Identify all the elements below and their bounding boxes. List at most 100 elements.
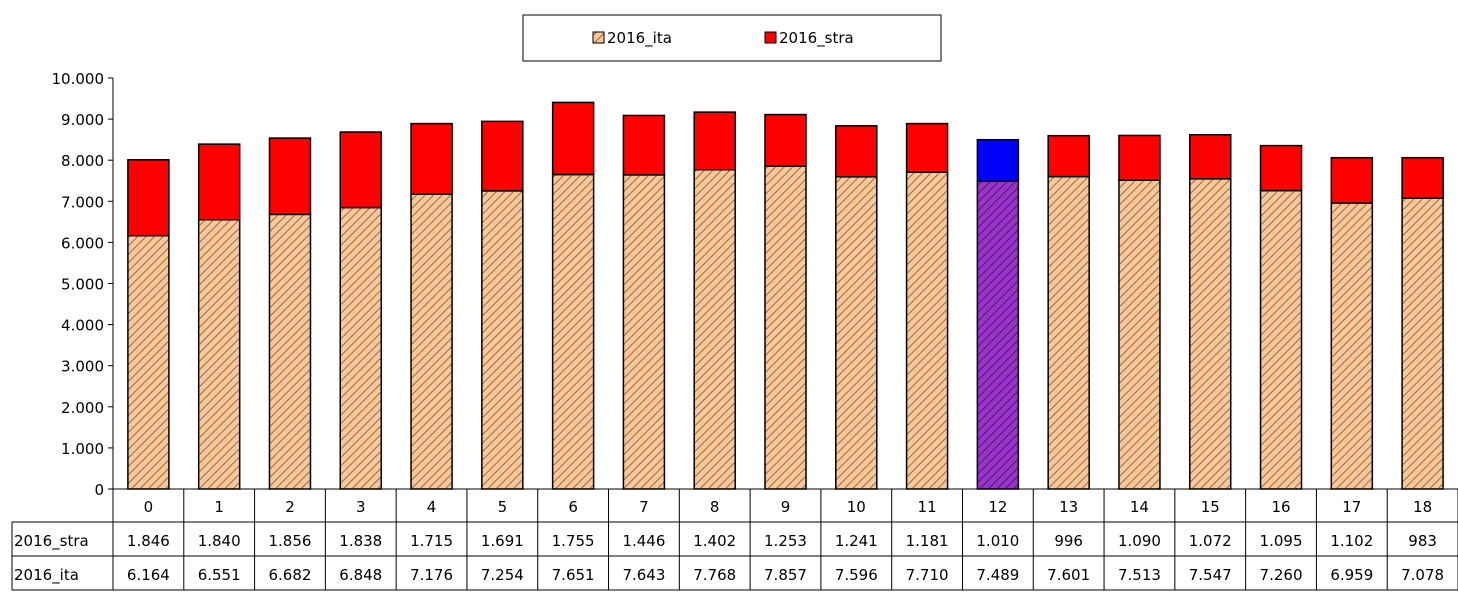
bar-2016-stra xyxy=(764,113,807,167)
y-tick-label: 3.000 xyxy=(61,358,104,376)
x-category-label: 14 xyxy=(1130,498,1149,516)
y-tick-label: 1.000 xyxy=(61,440,104,458)
bar-2016-stra xyxy=(268,137,312,216)
table-cell-2016-stra: 1.102 xyxy=(1330,532,1373,550)
table-cell-2016-ita: 7.513 xyxy=(1118,566,1161,584)
y-tick-label: 10.000 xyxy=(52,70,105,88)
x-category-label: 4 xyxy=(427,498,437,516)
y-tick-label: 0 xyxy=(94,481,104,499)
table-cell-2016-ita: 7.857 xyxy=(764,566,807,584)
table-cell-2016-ita: 7.260 xyxy=(1260,566,1303,584)
table-cell-2016-ita: 6.848 xyxy=(339,566,382,584)
table-row-label: 2016_ita xyxy=(14,566,79,585)
table-cell-2016-ita: 7.768 xyxy=(693,566,736,584)
bar-2016-stra xyxy=(622,114,666,176)
table-cell-2016-stra: 1.181 xyxy=(906,532,949,550)
y-axis: 0 1.000 2.000 3.000 4.000 5.000 6.000 7.000 8.00… xyxy=(52,70,114,499)
table-cell-2016-stra: 1.715 xyxy=(410,532,453,550)
table-cell-2016-ita: 7.651 xyxy=(552,566,595,584)
table-cell-2016-ita: 7.643 xyxy=(622,566,665,584)
bar-2016-ita xyxy=(1188,178,1232,490)
table-cell-2016-stra: 1.010 xyxy=(976,532,1019,550)
bar-2016-stra xyxy=(197,143,241,221)
y-tick-label: 6.000 xyxy=(61,234,104,252)
legend-swatch-stra xyxy=(764,31,777,44)
legend-swatch-ita xyxy=(592,31,605,44)
x-category-label: 16 xyxy=(1271,498,1290,516)
bar-2016-stra xyxy=(905,122,949,173)
bar-2016-ita xyxy=(1401,197,1444,490)
table-cell-2016-stra: 1.241 xyxy=(835,532,878,550)
bar-2016-ita xyxy=(481,190,524,490)
x-category-label: 9 xyxy=(781,498,791,516)
legend: 2016_ita 2016_stra xyxy=(522,14,942,62)
bar-2016-ita xyxy=(693,168,736,490)
bar-2016-stra xyxy=(835,125,878,178)
table-cell-2016-stra: 1.691 xyxy=(481,532,524,550)
table-cell-2016-stra: 1.840 xyxy=(198,532,241,550)
table-cell-2016-ita: 6.959 xyxy=(1330,566,1373,584)
x-category-label: 8 xyxy=(710,498,720,516)
bar-2016-ita xyxy=(268,213,312,490)
bar-2016-stra xyxy=(339,131,383,209)
table-cell-2016-ita: 7.078 xyxy=(1401,566,1444,584)
bar-2016-stra xyxy=(1047,134,1090,178)
bar-2016-stra xyxy=(976,138,1020,182)
bar-2016-ita xyxy=(905,171,949,490)
bar-2016-ita xyxy=(551,173,595,490)
legend-label-ita: 2016_ita xyxy=(607,29,672,48)
x-category-label: 10 xyxy=(847,498,866,516)
bar-2016-ita xyxy=(764,165,807,490)
bar-2016-ita xyxy=(1330,202,1374,490)
bar-2016-ita xyxy=(976,180,1020,490)
x-category-label: 17 xyxy=(1342,498,1361,516)
bar-2016-ita xyxy=(410,193,453,490)
bar-2016-stra xyxy=(1259,144,1303,192)
x-category-label: 13 xyxy=(1059,498,1078,516)
table-row-label: 2016_stra xyxy=(14,532,89,551)
bar-2016-ita xyxy=(197,219,241,490)
table-cell-2016-stra: 1.856 xyxy=(268,532,311,550)
table-cell-2016-stra: 1.402 xyxy=(693,532,736,550)
table-cell-2016-ita: 6.551 xyxy=(198,566,241,584)
table-cell-2016-ita: 7.547 xyxy=(1189,566,1232,584)
x-category-label: 3 xyxy=(356,498,366,516)
data-table: 2016_stra 2016_ita 0 1.846 6.164 1 1.840 6.551 2… xyxy=(11,488,1458,591)
bar-2016-stra xyxy=(693,111,736,171)
y-tick-label: 7.000 xyxy=(61,193,104,211)
bar-2016-stra xyxy=(1118,134,1161,181)
bar-2016-stra xyxy=(1330,156,1374,204)
table-cell-2016-ita: 7.596 xyxy=(835,566,878,584)
table-cell-2016-stra: 1.446 xyxy=(622,532,665,550)
bar-2016-ita xyxy=(127,234,170,490)
y-tick-label: 8.000 xyxy=(61,152,104,170)
bar-2016-ita xyxy=(1047,175,1090,490)
bar-2016-stra xyxy=(1401,156,1444,199)
table-cell-2016-ita: 7.489 xyxy=(976,566,1019,584)
table-cell-2016-ita: 7.710 xyxy=(906,566,949,584)
y-tick-label: 9.000 xyxy=(61,111,104,129)
bar-2016-stra xyxy=(410,122,453,195)
bars xyxy=(127,101,1444,490)
x-category-label: 0 xyxy=(144,498,154,516)
x-category-label: 12 xyxy=(988,498,1007,516)
table-cell-2016-ita: 7.601 xyxy=(1047,566,1090,584)
bar-2016-stra xyxy=(127,159,170,237)
table-cell-2016-stra: 1.846 xyxy=(127,532,170,550)
bar-2016-ita xyxy=(1118,179,1161,490)
bar-2016-stra xyxy=(1188,134,1232,180)
x-category-label: 5 xyxy=(498,498,508,516)
x-category-label: 2 xyxy=(285,498,295,516)
bar-2016-ita xyxy=(622,174,666,490)
table-cell-2016-stra: 983 xyxy=(1408,532,1437,550)
y-tick-label: 5.000 xyxy=(61,276,104,294)
legend-label-stra: 2016_stra xyxy=(779,29,854,48)
x-category-label: 7 xyxy=(639,498,649,516)
table-cell-2016-stra: 1.072 xyxy=(1189,532,1232,550)
bar-2016-ita xyxy=(1259,189,1303,490)
table-cell-2016-stra: 1.253 xyxy=(764,532,807,550)
bar-2016-stra xyxy=(551,101,595,176)
table-cell-2016-stra: 996 xyxy=(1054,532,1083,550)
y-tick-label: 4.000 xyxy=(61,317,104,335)
